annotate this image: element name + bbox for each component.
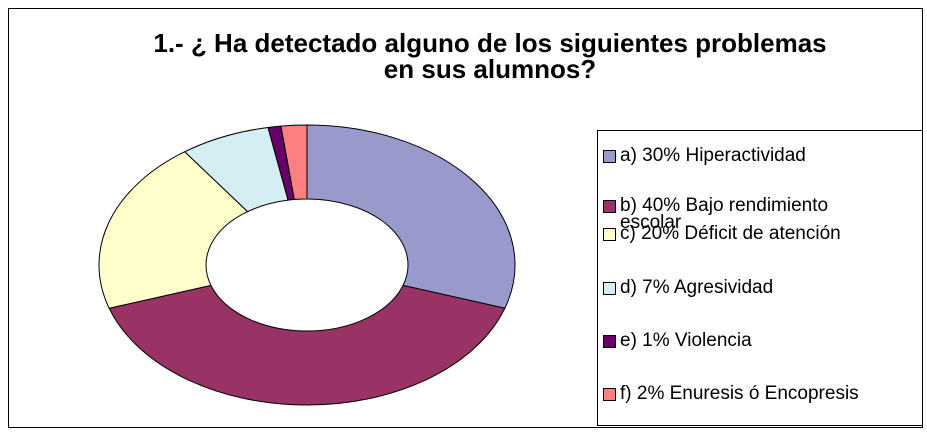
legend-item: a) 30% Hiperactividad [603,145,806,166]
legend-item: d) 7% Agresividad [603,277,774,298]
legend-swatch [603,335,616,348]
legend-swatch [603,150,616,163]
legend-swatch [603,282,616,295]
donut-slice [280,124,308,201]
donut-slice [306,124,516,309]
chart-title: 1.- ¿ Ha detectado alguno de los siguien… [153,28,827,84]
legend-item: e) 1% Violencia [603,330,752,351]
legend-swatch [603,200,616,213]
legend-label: f) 2% Enuresis ó Encopresis [620,383,859,404]
legend-item: c) 20% Déficit de atención [603,223,841,244]
legend-swatch [603,388,616,401]
legend: a) 30% Hiperactividad b) 40% Bajo rendimi… [597,130,923,426]
legend-label: c) 20% Déficit de atención [620,223,841,244]
legend-label: b) 40% Bajo rendimiento escolar [620,195,829,233]
legend-swatch [603,228,616,241]
legend-item: f) 2% Enuresis ó Encopresis [603,383,859,404]
donut-slice [98,151,249,309]
legend-label: d) 7% Agresividad [620,277,774,298]
legend-label: a) 30% Hiperactividad [620,145,806,166]
legend-item: b) 40% Bajo rendimiento escolar [603,195,885,233]
donut-slice [108,284,506,406]
legend-label: e) 1% Violencia [620,330,752,351]
